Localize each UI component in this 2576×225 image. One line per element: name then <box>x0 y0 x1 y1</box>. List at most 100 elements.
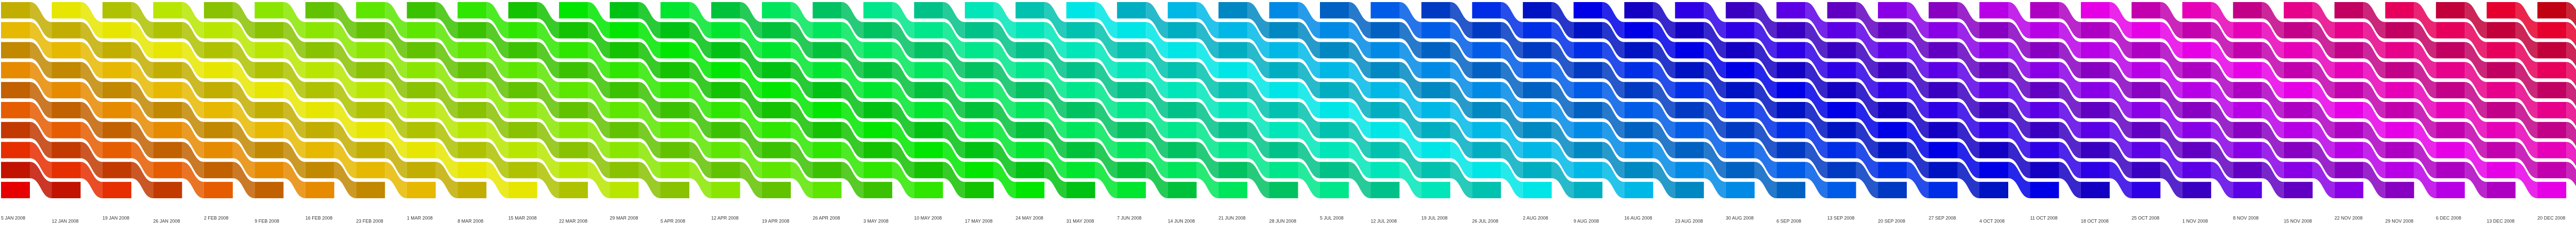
bar <box>2080 82 2110 99</box>
bar <box>356 122 385 139</box>
bar <box>1928 142 1958 159</box>
ribbon <box>1856 142 1878 179</box>
bar <box>1421 142 1450 159</box>
x-tick-label: 27 SEP 2008 <box>1929 215 1956 220</box>
ribbon <box>182 102 204 139</box>
bar <box>204 62 233 79</box>
ribbon <box>1044 142 1066 179</box>
bar <box>1218 182 1248 199</box>
bar <box>559 82 588 99</box>
ribbon <box>1856 82 1878 118</box>
ribbon <box>1298 22 1320 59</box>
ribbon <box>790 82 813 118</box>
bar <box>1573 102 1603 118</box>
bar <box>2486 102 2516 118</box>
bar <box>2334 102 2364 118</box>
ribbon <box>790 102 813 139</box>
x-tick-label: 22 NOV 2008 <box>2334 215 2363 220</box>
bar <box>255 182 284 199</box>
ribbon <box>1551 82 1574 118</box>
ribbon <box>943 62 965 99</box>
ribbon <box>2160 2 2182 39</box>
ribbon <box>334 2 357 39</box>
ribbon <box>2059 122 2081 159</box>
bar <box>153 42 182 59</box>
ribbon <box>1856 62 1878 99</box>
bar <box>2182 142 2211 159</box>
ribbon <box>993 22 1016 59</box>
bar <box>356 62 385 79</box>
x-tick-label: 19 JUL 2008 <box>1421 215 1448 220</box>
ribbon <box>131 142 154 179</box>
ribbon <box>80 82 103 118</box>
bar <box>1573 122 1603 139</box>
bar <box>863 2 892 19</box>
bar <box>2182 102 2211 118</box>
bar <box>1015 142 1045 159</box>
ribbon <box>2515 122 2538 159</box>
ribbon <box>131 82 154 118</box>
bar <box>1624 2 1653 19</box>
ribbon <box>1196 62 1219 99</box>
bar <box>863 122 892 139</box>
x-tick-label: 12 JAN 2008 <box>52 218 78 223</box>
ribbon <box>1754 142 1777 179</box>
ribbon <box>435 42 458 79</box>
ribbon <box>2109 2 2132 39</box>
ribbon <box>1247 42 1269 79</box>
ribbon <box>1602 142 1624 179</box>
ribbon <box>2262 42 2284 79</box>
ribbon <box>1399 62 1421 99</box>
bar <box>1472 22 1501 39</box>
bar <box>1421 82 1450 99</box>
x-tick-label: 12 JUL 2008 <box>1370 218 1397 223</box>
ribbon <box>790 2 813 39</box>
ribbon <box>993 2 1016 39</box>
bar <box>52 162 81 179</box>
ribbon <box>1349 82 1371 118</box>
bar <box>1117 102 1146 118</box>
bar <box>406 2 436 19</box>
bar <box>2030 162 2059 179</box>
ribbon <box>2414 22 2436 59</box>
bar <box>356 82 385 99</box>
bar <box>863 82 892 99</box>
bar <box>812 142 842 159</box>
ribbon <box>2262 22 2284 59</box>
bar <box>2233 82 2262 99</box>
bar <box>1117 182 1146 199</box>
ribbon <box>689 142 711 179</box>
bar <box>1269 62 1298 79</box>
bar <box>1218 142 1248 159</box>
bar <box>2334 142 2364 159</box>
bar <box>1979 82 2008 99</box>
ribbon <box>1856 22 1878 59</box>
bar <box>761 22 791 39</box>
bar <box>1320 142 1349 159</box>
ribbon <box>1704 142 1726 179</box>
bar <box>255 162 284 179</box>
ribbon <box>1501 102 1523 139</box>
ribbon <box>1602 162 1624 199</box>
bar <box>559 42 588 59</box>
ribbon <box>2109 122 2132 159</box>
bar <box>863 42 892 59</box>
ribbon <box>1298 142 1320 179</box>
ribbon <box>1602 22 1624 59</box>
bar <box>1878 62 1907 79</box>
bar <box>914 162 943 179</box>
bar <box>1269 22 1298 39</box>
bar <box>2334 2 2364 19</box>
ribbon <box>1146 122 1168 159</box>
bar <box>711 2 740 19</box>
bar <box>1675 62 1704 79</box>
ribbon <box>80 102 103 139</box>
bar <box>609 142 639 159</box>
bar <box>761 102 791 118</box>
bar <box>2080 22 2110 39</box>
ribbon <box>1095 2 1117 39</box>
bar <box>2030 62 2059 79</box>
ribbon <box>334 102 357 139</box>
bar <box>1928 82 1958 99</box>
bar <box>2030 142 2059 159</box>
